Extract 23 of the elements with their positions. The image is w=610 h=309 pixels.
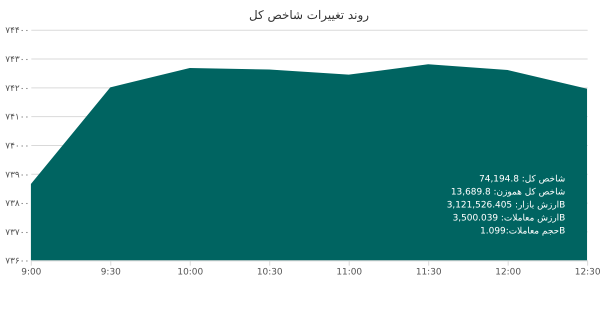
annotation: حجم معاملات:1.099B: [480, 226, 566, 236]
y-tick-label: ۷۳۸۰۰: [5, 199, 30, 210]
x-tick-label: 9:30: [100, 268, 122, 278]
annotation: ارزش معاملات: 3,500.039B: [452, 213, 566, 224]
x-tick-label: 9:00: [21, 268, 42, 278]
annotation: شاخص کل: 74,194.8: [479, 174, 566, 185]
x-tick-label: 11:00: [336, 268, 362, 278]
y-tick-label: ۷۴۴۰۰: [5, 26, 30, 36]
x-tick-label: 12:00: [495, 268, 522, 278]
y-tick-label: ۷۳۶۰۰: [5, 256, 30, 267]
x-tick-label: 11:30: [416, 268, 442, 278]
y-tick-label: ۷۴۱۰۰: [5, 112, 30, 123]
x-tick-label: 10:30: [256, 268, 283, 278]
y-tick-label: ۷۳۹۰۰: [5, 170, 30, 180]
annotation: ارزش بازار: 3,121,526.405B: [446, 200, 566, 211]
y-tick-label: ۷۴۳۰۰: [5, 55, 30, 66]
y-tick-label: ۷۳۷۰۰: [5, 228, 30, 238]
y-tick-label: ۷۴۰۰۰: [5, 141, 30, 152]
annotation: شاخص کل هموزن: 13,689.8: [450, 188, 566, 198]
y-tick-label: ۷۴۲۰۰: [5, 84, 30, 94]
x-tick-label: 10:00: [177, 268, 204, 278]
chart-title: روند تغییرات شاخص کل: [248, 8, 370, 22]
x-tick-label: 12:30: [574, 268, 601, 278]
